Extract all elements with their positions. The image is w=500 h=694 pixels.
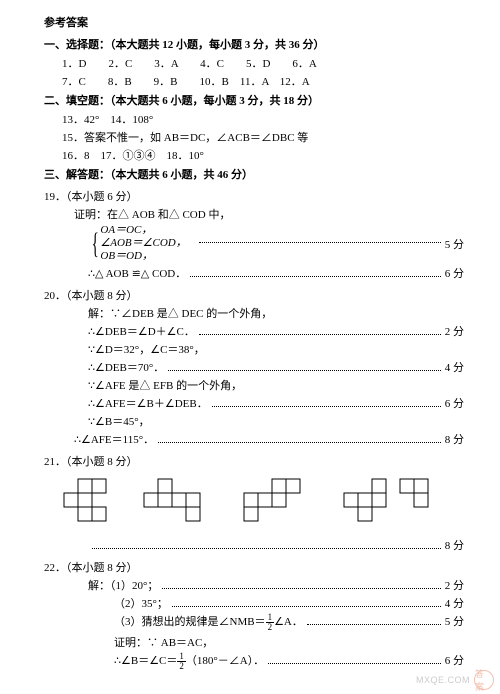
q19-p1: 证明：在△ AOB 和△ COD 中， xyxy=(74,206,464,222)
q20-l1: 解：∵∠DEB 是△ DEC 的一个外角， xyxy=(88,305,464,321)
q22-l1: 解：（1）20°； xyxy=(88,577,158,593)
q19-brace: { OA＝OC， ∠AOB＝∠COD， OB＝OD， 5 分 xyxy=(88,224,464,263)
brace-icon: { xyxy=(92,229,99,259)
q20-s4: 4 分 xyxy=(445,359,464,375)
section2-head: 二、填空题：（本大题共 6 小题，每小题 3 分，共 18 分） xyxy=(44,92,464,108)
watermark: MXQE.COM 答案 xyxy=(416,670,494,690)
q22-num: 22．（本小题 8 分） xyxy=(44,559,464,575)
q20-l8: ∴∠AFE＝115°． xyxy=(74,431,154,447)
watermark-text: MXQE.COM xyxy=(416,675,470,685)
q20-l4: ∴∠DEB＝70°． xyxy=(88,359,164,375)
q19-c1: ∴△ AOB ≌△ COD． xyxy=(88,265,186,281)
sec2-l1: 13．42° 14．108° xyxy=(62,111,464,127)
section1-head: 一、选择题：（本大题共 12 小题，每小题 3 分，共 36 分） xyxy=(44,36,464,52)
q22-s1: 2 分 xyxy=(445,577,464,593)
q22-l5: ∴∠B＝∠C＝12（180°－∠A）． xyxy=(114,652,264,671)
q22-s3: 5 分 xyxy=(445,613,464,629)
q19-num: 19．（本小题 6 分） xyxy=(44,188,464,204)
section3-head: 三、解答题：（本大题共 6 小题，共 46 分） xyxy=(44,166,464,182)
q20-l6: ∴∠AFE＝∠B＋∠DEB． xyxy=(88,395,208,411)
q21-figure xyxy=(54,473,454,535)
q19-b1: OA＝OC， xyxy=(100,224,186,237)
sec2-l3: 16．8 17．①③④ 18．10° xyxy=(62,147,464,163)
q21-tail: 8 分 xyxy=(445,537,464,553)
q19-s1: 5 分 xyxy=(445,236,464,252)
q20-s8: 8 分 xyxy=(445,431,464,447)
q22-s5: 6 分 xyxy=(445,652,464,668)
q22-s2: 4 分 xyxy=(445,595,464,611)
q20-l7: ∵∠B＝45°， xyxy=(88,413,464,429)
q21-num: 21．（本小题 8 分） xyxy=(44,453,464,469)
q20-l3: ∵∠D＝32°，∠C＝38°， xyxy=(88,341,464,357)
q22-l2: （2）35°； xyxy=(114,595,168,611)
q19-b2: ∠AOB＝∠COD， xyxy=(100,237,186,250)
doc-title: 参考答案 xyxy=(44,14,464,30)
q20-s6: 6 分 xyxy=(445,395,464,411)
watermark-badge-icon: 答案 xyxy=(474,670,494,690)
sec1-line2: 7．C 8．B 9．B 10．B 11．A 12．A xyxy=(62,73,464,89)
q20-num: 20．（本小题 8 分） xyxy=(44,287,464,303)
q20-s2: 2 分 xyxy=(445,323,464,339)
q19-b3: OB＝OD， xyxy=(100,250,186,263)
q20-l2: ∴∠DEB＝∠D＋∠C． xyxy=(88,323,195,339)
q22-l4: 证明：∵ AB＝AC， xyxy=(114,634,464,650)
q19-s2: 6 分 xyxy=(445,265,464,281)
q20-l5: ∵∠AFE 是△ EFB 的一个外角， xyxy=(88,377,464,393)
q22-l3: （3）猜想出的规律是∠NMB＝12∠A． xyxy=(114,613,303,632)
sec2-l2: 15．答案不惟一，如 AB＝DC，∠ACB＝∠DBC 等 xyxy=(62,129,464,145)
sec1-line1: 1．D 2．C 3．A 4．C 5．D 6．A xyxy=(62,55,464,71)
